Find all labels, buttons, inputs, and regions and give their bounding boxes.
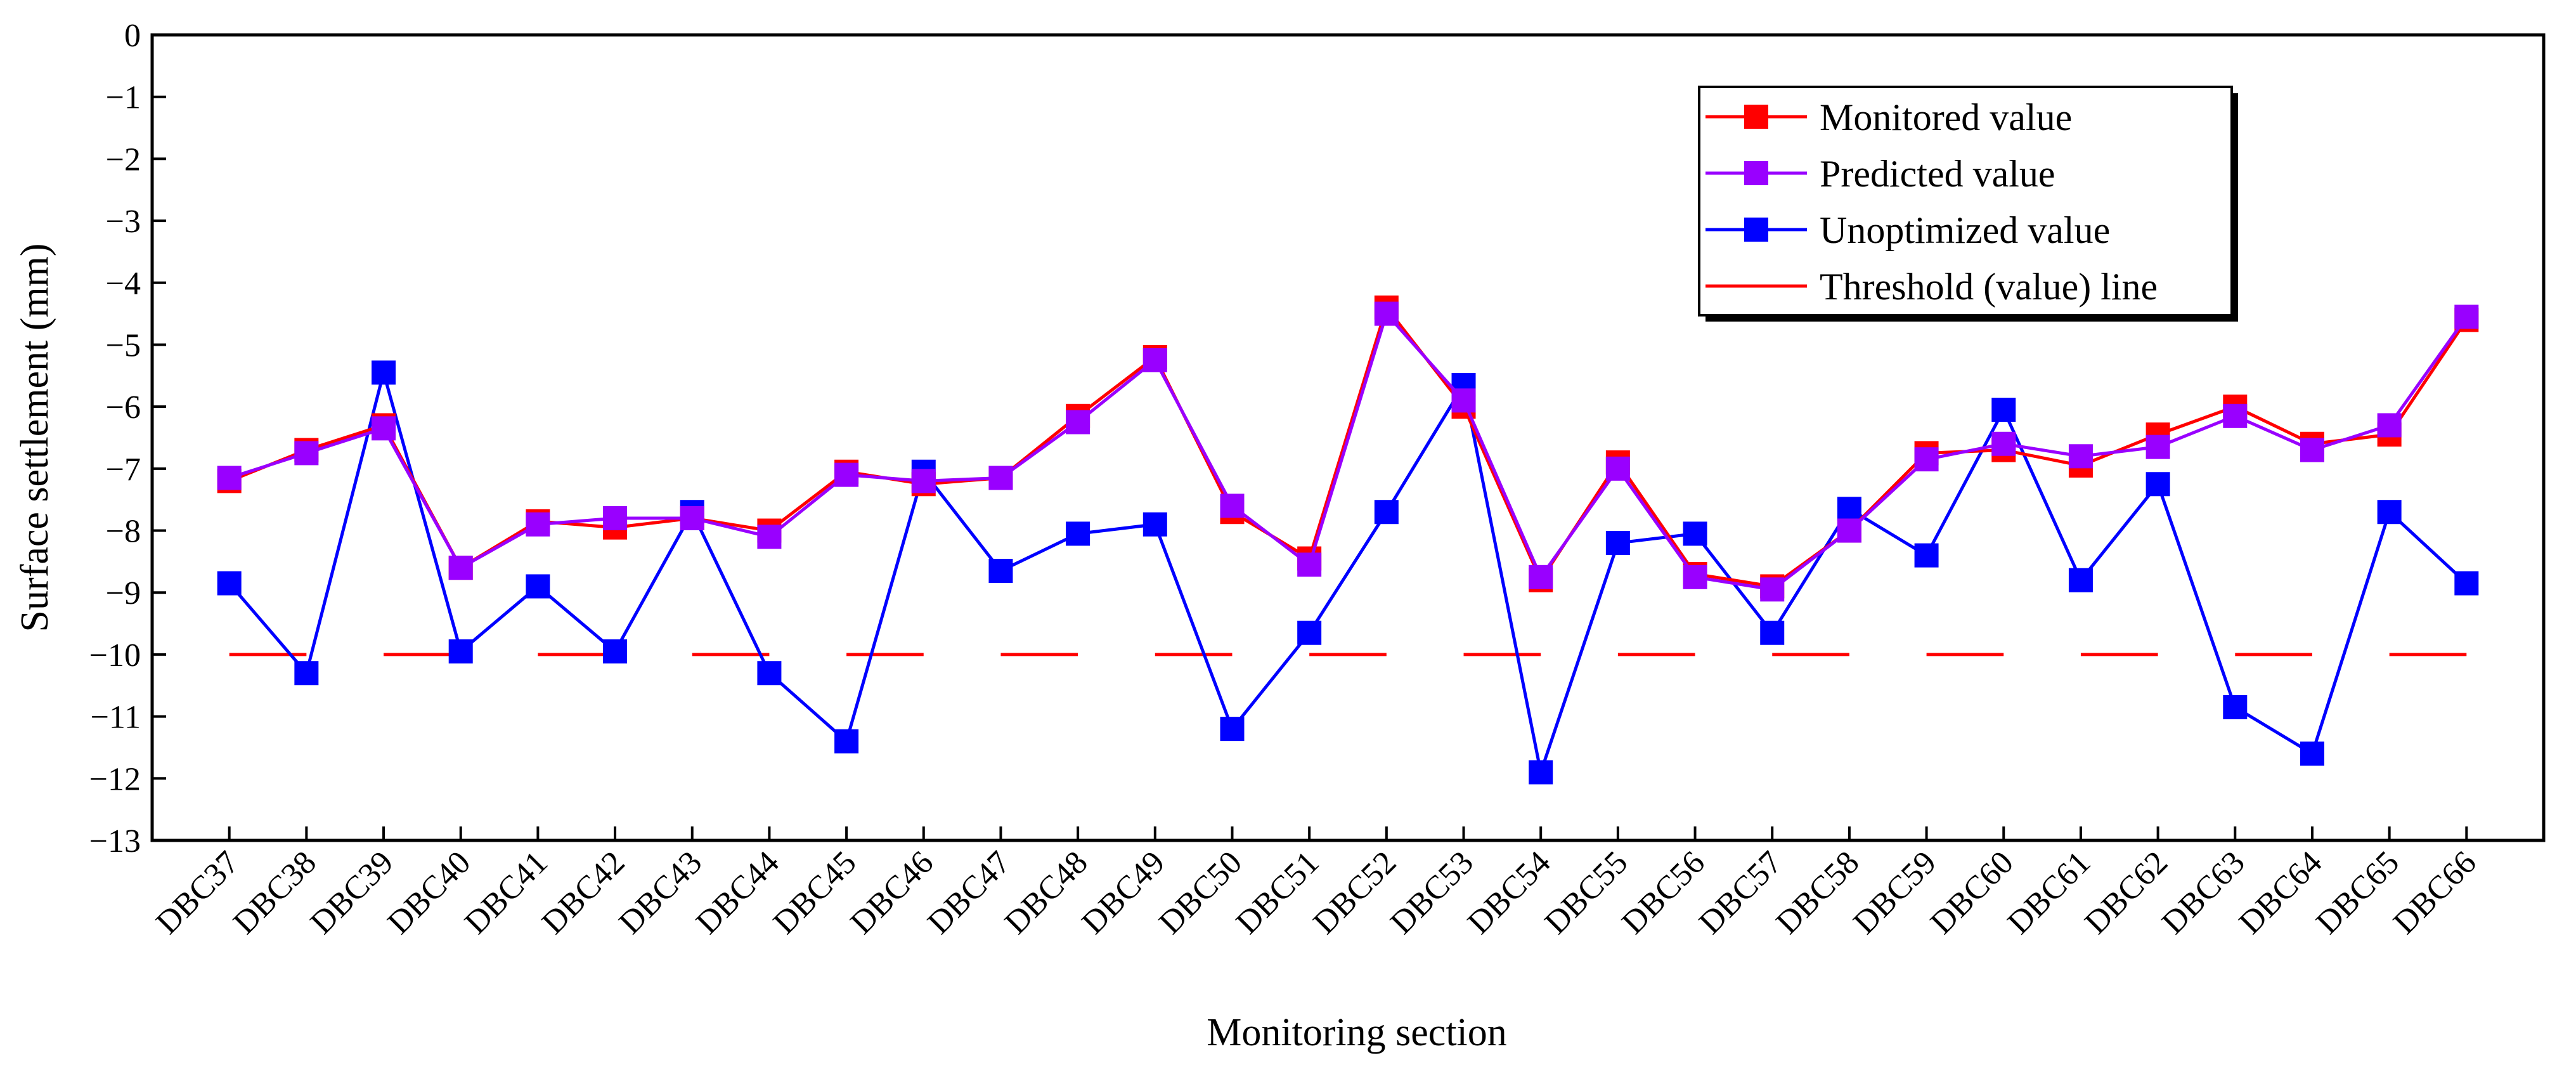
y-tick-label: −11 [91, 700, 141, 736]
point-unoptimized [1760, 620, 1785, 645]
point-predicted [834, 462, 859, 487]
y-tick-label: −9 [106, 575, 141, 611]
legend-label-threshold: Threshold (value) line [1820, 266, 2158, 308]
y-axis: 0 −1 −2 −3 −4 −5 −6 −7 −8 −9 −10 −11 −12 −13 [89, 18, 166, 859]
point-unoptimized [372, 360, 396, 385]
x-axis-title: Monitoring section [1207, 1011, 1507, 1054]
point-predicted [1837, 518, 1861, 543]
point-predicted [603, 506, 628, 530]
point-predicted [526, 512, 550, 537]
point-unoptimized [603, 639, 628, 664]
point-predicted [1220, 493, 1245, 518]
point-unoptimized [448, 639, 473, 664]
y-tick-label: −5 [106, 327, 141, 363]
point-unoptimized [1529, 760, 1553, 785]
legend-label-predicted: Predicted value [1820, 153, 2055, 195]
legend-label-monitored: Monitored value [1820, 96, 2072, 138]
point-predicted [1914, 447, 1939, 472]
point-predicted [757, 525, 782, 549]
legend-item-predicted: Predicted value [1705, 153, 2055, 195]
point-unoptimized [757, 661, 782, 686]
point-unoptimized [1142, 512, 1167, 537]
point-predicted [372, 416, 396, 441]
legend-marker-predicted [1744, 161, 1768, 185]
point-predicted [988, 466, 1013, 490]
point-unoptimized [526, 574, 550, 599]
legend-marker-unoptimized [1744, 218, 1768, 242]
point-predicted [1605, 456, 1630, 481]
y-tick-label: −7 [106, 452, 141, 488]
point-unoptimized [2300, 741, 2324, 766]
point-unoptimized [1374, 500, 1399, 525]
legend-item-threshold: Threshold (value) line [1705, 266, 2158, 308]
point-predicted [1760, 577, 1785, 602]
y-tick-label: 0 [124, 18, 141, 54]
point-predicted [2377, 413, 2402, 438]
point-predicted [1991, 431, 2016, 456]
legend-item-unoptimized: Unoptimized value [1705, 209, 2110, 251]
y-tick-label: −2 [106, 141, 141, 178]
point-unoptimized [2146, 472, 2170, 497]
point-unoptimized [1837, 497, 1861, 521]
legend-box [1698, 86, 2233, 317]
y-tick-label: −3 [106, 204, 141, 240]
point-predicted [2068, 444, 2093, 469]
point-predicted [1297, 552, 1322, 577]
point-predicted [448, 556, 473, 580]
point-unoptimized [2454, 571, 2479, 596]
point-predicted [2300, 438, 2324, 462]
series-line-monitored [228, 306, 2468, 588]
legend-item-monitored: Monitored value [1705, 96, 2072, 138]
point-unoptimized [1066, 521, 1091, 546]
y-tick-label: −12 [89, 761, 141, 797]
y-tick-label: −6 [106, 389, 141, 426]
point-unoptimized [1220, 717, 1245, 741]
series-line-predicted [228, 312, 2468, 591]
point-unoptimized [294, 661, 319, 686]
point-unoptimized [1683, 521, 1707, 546]
series-layer [217, 295, 2479, 785]
point-predicted [1529, 565, 1553, 589]
point-predicted [2146, 434, 2170, 459]
point-unoptimized [2223, 695, 2248, 719]
point-unoptimized [1297, 620, 1322, 645]
y-tick-label: −13 [89, 823, 141, 859]
legend: Monitored value Predicted value Unoptimi… [1698, 86, 2238, 322]
point-unoptimized [2377, 500, 2402, 525]
point-predicted [680, 506, 704, 530]
point-predicted [2454, 304, 2479, 329]
point-predicted [1374, 301, 1399, 326]
y-tick-label: −4 [106, 266, 141, 302]
point-unoptimized [217, 571, 242, 596]
legend-label-unoptimized: Unoptimized value [1820, 209, 2110, 251]
point-unoptimized [1605, 531, 1630, 556]
point-unoptimized [1991, 398, 2016, 422]
point-predicted [1066, 410, 1091, 434]
point-predicted [1142, 348, 1167, 372]
point-unoptimized [834, 729, 859, 754]
series-line-unoptimized [228, 370, 2468, 774]
point-unoptimized [1914, 543, 1939, 568]
point-predicted [1451, 388, 1476, 413]
point-predicted [217, 466, 242, 490]
y-tick-label: −1 [106, 80, 141, 116]
y-tick-label: −10 [89, 637, 141, 674]
plot-frame [150, 33, 2546, 842]
point-predicted [2223, 403, 2248, 428]
point-unoptimized [2068, 568, 2093, 592]
point-predicted [294, 441, 319, 466]
point-predicted [911, 469, 936, 493]
point-unoptimized [988, 559, 1013, 584]
legend-marker-monitored [1744, 105, 1768, 129]
point-predicted [1683, 565, 1707, 589]
y-tick-label: −8 [106, 514, 141, 550]
y-axis-title: Surface settlement (mm) [13, 244, 56, 632]
